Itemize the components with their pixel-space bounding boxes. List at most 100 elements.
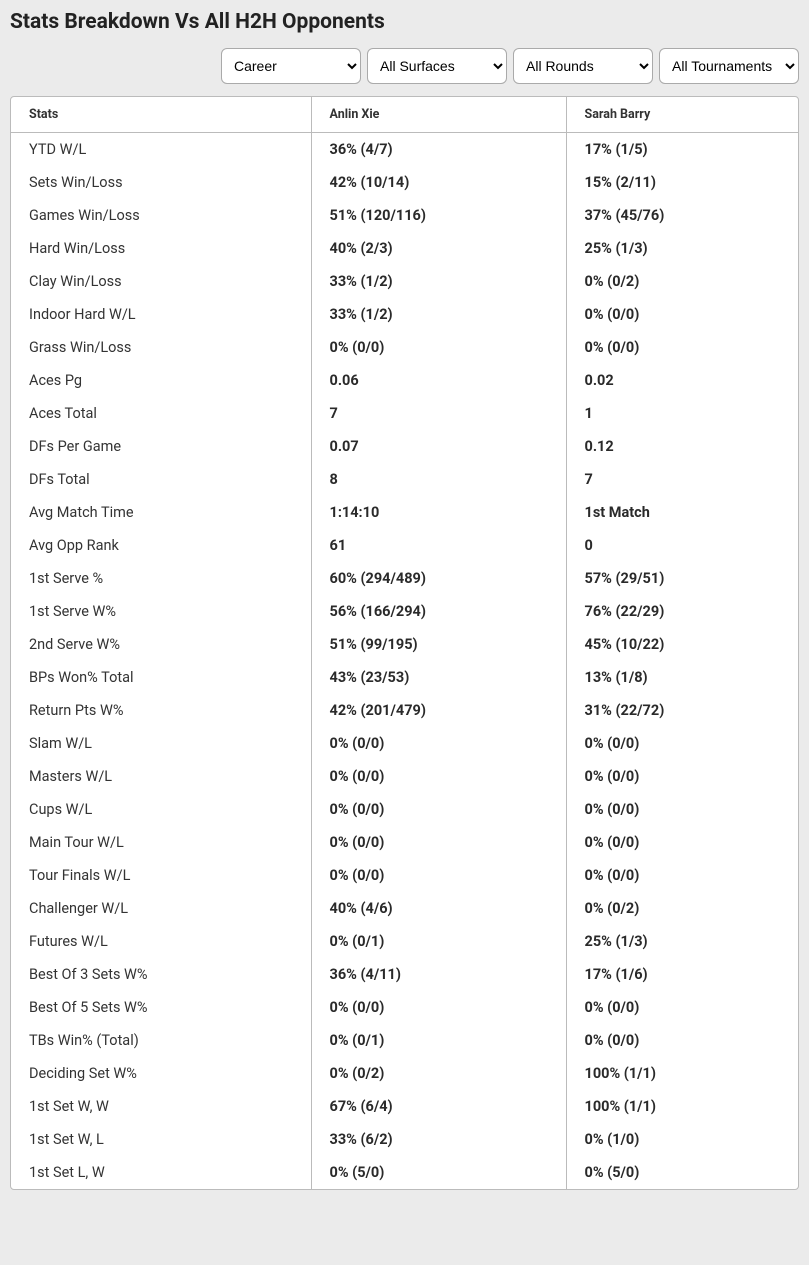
stat-value-player2: 100% (1/1) [566,1057,798,1090]
stat-label: DFs Per Game [11,430,311,463]
tournaments-select[interactable]: All Tournaments [659,48,799,84]
table-row: Deciding Set W%0% (0/2)100% (1/1) [11,1057,798,1090]
stat-label: Aces Pg [11,364,311,397]
stat-label: Masters W/L [11,760,311,793]
table-row: Futures W/L0% (0/1)25% (1/3) [11,925,798,958]
header-stats: Stats [11,97,311,133]
stat-label: YTD W/L [11,133,311,167]
stat-value-player1: 0% (0/0) [311,859,566,892]
stat-label: 1st Serve W% [11,595,311,628]
page-title: Stats Breakdown Vs All H2H Opponents [10,10,799,34]
table-row: Avg Match Time1:14:101st Match [11,496,798,529]
stat-value-player2: 1 [566,397,798,430]
stat-value-player1: 0% (0/0) [311,331,566,364]
stat-label: Aces Total [11,397,311,430]
stat-value-player2: 100% (1/1) [566,1090,798,1123]
stat-value-player2: 37% (45/76) [566,199,798,232]
stat-label: Futures W/L [11,925,311,958]
table-row: 1st Set W, W67% (6/4)100% (1/1) [11,1090,798,1123]
filters-bar: Career All Surfaces All Rounds All Tourn… [10,48,799,84]
table-row: 2nd Serve W%51% (99/195)45% (10/22) [11,628,798,661]
stat-value-player1: 40% (4/6) [311,892,566,925]
stat-value-player1: 0.07 [311,430,566,463]
stat-label: Games Win/Loss [11,199,311,232]
stat-label: 1st Set L, W [11,1156,311,1189]
stat-value-player2: 0% (0/0) [566,727,798,760]
stat-value-player1: 0% (0/0) [311,826,566,859]
table-row: 1st Serve %60% (294/489)57% (29/51) [11,562,798,595]
table-row: Indoor Hard W/L33% (1/2)0% (0/0) [11,298,798,331]
table-row: Aces Total71 [11,397,798,430]
surfaces-select[interactable]: All Surfaces [367,48,507,84]
stat-value-player2: 45% (10/22) [566,628,798,661]
stat-value-player2: 7 [566,463,798,496]
table-row: Aces Pg0.060.02 [11,364,798,397]
career-select[interactable]: Career [221,48,361,84]
stat-value-player1: 36% (4/7) [311,133,566,167]
stat-value-player2: 17% (1/6) [566,958,798,991]
stat-value-player1: 0% (0/0) [311,793,566,826]
table-row: Grass Win/Loss0% (0/0)0% (0/0) [11,331,798,364]
stat-value-player1: 43% (23/53) [311,661,566,694]
stat-label: Avg Opp Rank [11,529,311,562]
table-row: Return Pts W%42% (201/479)31% (22/72) [11,694,798,727]
stat-value-player2: 17% (1/5) [566,133,798,167]
stat-value-player2: 1st Match [566,496,798,529]
table-row: Slam W/L0% (0/0)0% (0/0) [11,727,798,760]
stat-label: Grass Win/Loss [11,331,311,364]
stat-value-player2: 0% (0/0) [566,760,798,793]
table-row: Best Of 5 Sets W%0% (0/0)0% (0/0) [11,991,798,1024]
table-row: Masters W/L0% (0/0)0% (0/0) [11,760,798,793]
stat-label: Return Pts W% [11,694,311,727]
stat-value-player1: 7 [311,397,566,430]
stat-value-player2: 0% (0/2) [566,265,798,298]
stat-value-player2: 25% (1/3) [566,925,798,958]
stat-value-player2: 0% (5/0) [566,1156,798,1189]
stat-value-player1: 56% (166/294) [311,595,566,628]
stat-label: Challenger W/L [11,892,311,925]
table-row: Challenger W/L40% (4/6)0% (0/2) [11,892,798,925]
stat-label: Avg Match Time [11,496,311,529]
table-row: Hard Win/Loss40% (2/3)25% (1/3) [11,232,798,265]
stat-value-player2: 0% (0/2) [566,892,798,925]
stat-value-player1: 1:14:10 [311,496,566,529]
stat-value-player1: 0% (0/0) [311,991,566,1024]
table-row: TBs Win% (Total)0% (0/1)0% (0/0) [11,1024,798,1057]
stat-label: Deciding Set W% [11,1057,311,1090]
table-row: BPs Won% Total43% (23/53)13% (1/8) [11,661,798,694]
stat-label: TBs Win% (Total) [11,1024,311,1057]
stat-value-player1: 42% (201/479) [311,694,566,727]
stat-value-player2: 0 [566,529,798,562]
table-row: Avg Opp Rank610 [11,529,798,562]
table-row: DFs Total87 [11,463,798,496]
table-row: YTD W/L36% (4/7)17% (1/5) [11,133,798,167]
stat-label: Sets Win/Loss [11,166,311,199]
stat-value-player1: 67% (6/4) [311,1090,566,1123]
stat-label: Cups W/L [11,793,311,826]
stat-value-player2: 0.12 [566,430,798,463]
stat-value-player2: 76% (22/29) [566,595,798,628]
table-header-row: Stats Anlin Xie Sarah Barry [11,97,798,133]
stat-label: Main Tour W/L [11,826,311,859]
stat-value-player2: 0% (0/0) [566,793,798,826]
stat-label: 1st Set W, L [11,1123,311,1156]
rounds-select[interactable]: All Rounds [513,48,653,84]
stat-label: Best Of 3 Sets W% [11,958,311,991]
table-row: Main Tour W/L0% (0/0)0% (0/0) [11,826,798,859]
stat-value-player2: 0% (0/0) [566,298,798,331]
table-row: Tour Finals W/L0% (0/0)0% (0/0) [11,859,798,892]
stat-value-player2: 0% (0/0) [566,331,798,364]
table-row: Cups W/L0% (0/0)0% (0/0) [11,793,798,826]
stat-value-player1: 0% (0/0) [311,727,566,760]
table-row: 1st Serve W%56% (166/294)76% (22/29) [11,595,798,628]
stat-value-player1: 0.06 [311,364,566,397]
stats-panel: Stats Anlin Xie Sarah Barry YTD W/L36% (… [10,96,799,1190]
stat-value-player2: 0% (0/0) [566,826,798,859]
stat-value-player1: 42% (10/14) [311,166,566,199]
stat-label: 1st Serve % [11,562,311,595]
stat-value-player2: 31% (22/72) [566,694,798,727]
stat-value-player1: 8 [311,463,566,496]
stat-value-player1: 0% (0/0) [311,760,566,793]
stat-value-player2: 57% (29/51) [566,562,798,595]
stat-value-player1: 0% (5/0) [311,1156,566,1189]
